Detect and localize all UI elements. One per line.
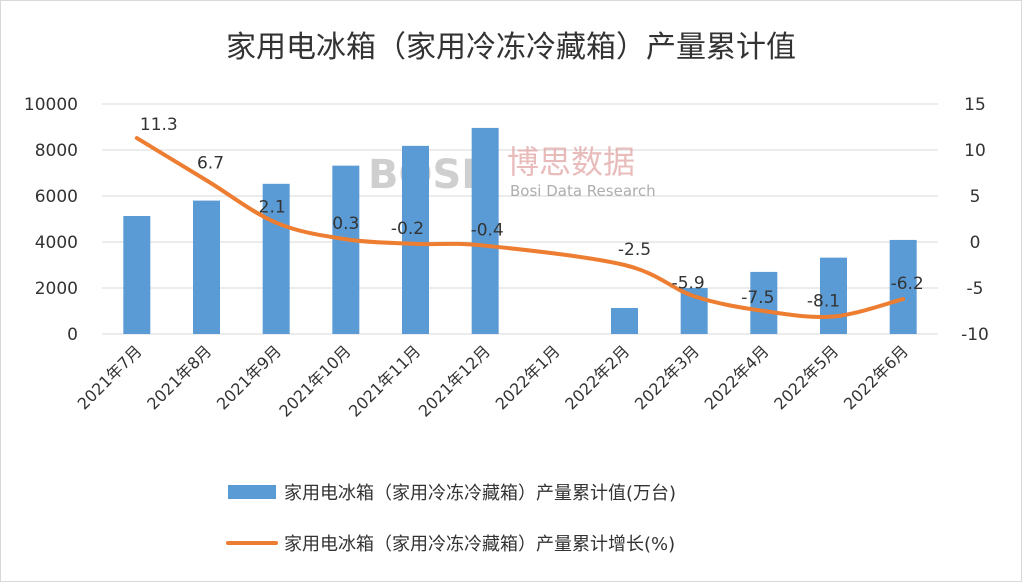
bar xyxy=(123,216,151,334)
right-tick-label: 15 xyxy=(964,95,986,115)
left-tick-label: 2000 xyxy=(35,279,78,299)
chart-title: 家用电冰箱（家用冷冻冷藏箱）产量累计值 xyxy=(226,30,796,65)
bar xyxy=(889,239,917,334)
right-tick-label: -5 xyxy=(967,279,984,299)
growth-line xyxy=(134,136,906,320)
legend-bar-swatch xyxy=(228,485,276,499)
bar xyxy=(193,200,220,334)
line-data-label: -5.9 xyxy=(672,273,705,293)
right-tick-label: 10 xyxy=(964,141,986,161)
legend-line-label: 家用电冰箱（家用冷冻冷藏箱）产量累计增长(%) xyxy=(284,534,675,555)
left-tick-label: 6000 xyxy=(35,187,78,207)
left-tick-label: 8000 xyxy=(35,141,78,161)
line-data-label: 6.7 xyxy=(197,153,224,173)
left-tick-label: 4000 xyxy=(35,233,78,253)
legend-bar-label: 家用电冰箱（家用冷冻冷藏箱）产量累计值(万台) xyxy=(284,483,676,504)
line-data-label: -0.4 xyxy=(471,221,504,241)
left-axis-ticks: 0 2000 4000 6000 8000 10000 xyxy=(24,95,78,345)
watermark-en: Bosi Data Research xyxy=(510,182,656,200)
bar xyxy=(262,183,290,334)
bar xyxy=(820,257,847,334)
line-data-label: 2.1 xyxy=(259,198,286,218)
left-tick-label: 10000 xyxy=(24,95,78,115)
watermark-cn: 博思数据 xyxy=(507,143,635,181)
bar xyxy=(611,308,638,334)
bar xyxy=(402,145,429,334)
line-series xyxy=(134,136,906,320)
gridlines xyxy=(102,103,938,335)
bar xyxy=(471,127,499,334)
line-data-label: 11.3 xyxy=(140,115,178,135)
legend: 家用电冰箱（家用冷冻冷藏箱）产量累计值(万台) 家用电冰箱（家用冷冻冷藏箱）产量… xyxy=(226,483,676,555)
bar xyxy=(750,271,778,334)
line-data-label: -2.5 xyxy=(618,240,651,260)
line-data-label: -0.2 xyxy=(391,219,424,239)
line-data-label: -7.5 xyxy=(741,288,774,308)
left-tick-label: 0 xyxy=(67,325,78,345)
bar-series xyxy=(123,127,917,334)
right-tick-label: 0 xyxy=(970,233,981,253)
bar xyxy=(332,165,360,334)
line-data-label: -8.1 xyxy=(807,292,840,312)
right-tick-label: 5 xyxy=(970,187,981,207)
line-data-label: 0.3 xyxy=(332,214,359,234)
line-data-labels: 11.3 6.7 2.1 0.3 -0.2 -0.4 -2.5 -5.9 -7.5 -8.1 -6.… xyxy=(140,115,924,311)
watermark: BOSI 博思数据 Bosi Data Research xyxy=(368,143,656,200)
right-tick-label: -10 xyxy=(961,325,989,345)
right-axis-ticks: -10 -5 0 5 10 15 xyxy=(961,95,989,345)
line-data-label: -6.2 xyxy=(891,274,924,294)
